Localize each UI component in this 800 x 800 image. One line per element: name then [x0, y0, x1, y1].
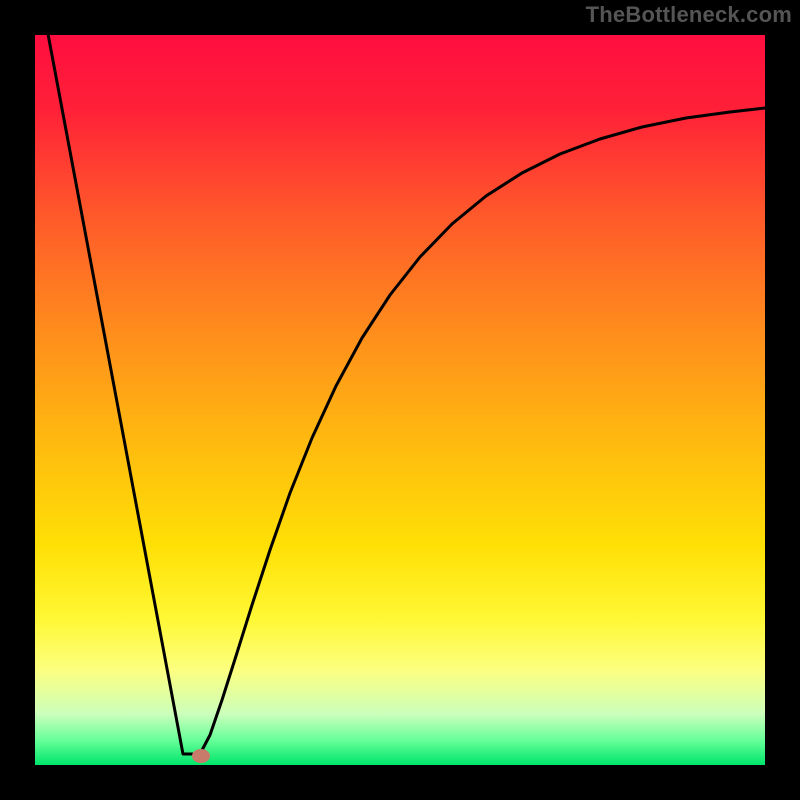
chart-background-gradient [35, 35, 765, 765]
bottleneck-chart: TheBottleneck.com [0, 0, 800, 800]
optimum-marker [192, 749, 210, 763]
watermark-text: TheBottleneck.com [586, 2, 792, 28]
chart-svg [0, 0, 800, 800]
